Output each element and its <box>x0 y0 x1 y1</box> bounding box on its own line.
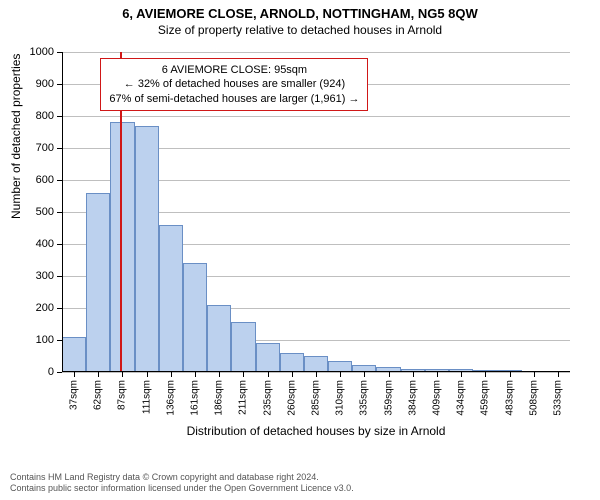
y-tick-label: 500 <box>14 206 54 218</box>
x-tick-mark <box>98 372 99 377</box>
histogram-bar <box>183 263 207 372</box>
x-tick-label: 335sqm <box>359 380 370 416</box>
y-tick-mark <box>57 244 62 245</box>
x-tick-mark <box>316 372 317 377</box>
y-tick-mark <box>57 212 62 213</box>
x-tick-mark <box>461 372 462 377</box>
y-tick-label: 1000 <box>14 46 54 58</box>
x-tick-mark <box>364 372 365 377</box>
x-tick-label: 409sqm <box>431 380 442 416</box>
x-tick-label: 533sqm <box>552 380 563 416</box>
y-tick-label: 900 <box>14 78 54 90</box>
histogram-bar <box>280 353 304 372</box>
x-tick-label: 359sqm <box>383 380 394 416</box>
x-tick-mark <box>340 372 341 377</box>
y-tick-mark <box>57 116 62 117</box>
x-tick-mark <box>243 372 244 377</box>
x-tick-mark <box>147 372 148 377</box>
histogram-bar <box>231 322 255 372</box>
x-tick-label: 87sqm <box>117 380 128 410</box>
x-tick-label: 459sqm <box>480 380 491 416</box>
x-tick-label: 310sqm <box>335 380 346 416</box>
x-tick-mark <box>292 372 293 377</box>
info-line-1: 6 AVIEMORE CLOSE: 95sqm <box>109 63 359 77</box>
x-tick-label: 62sqm <box>93 380 104 410</box>
y-tick-label: 0 <box>14 366 54 378</box>
footer-line-1: Contains HM Land Registry data © Crown c… <box>10 472 590 483</box>
x-tick-mark <box>195 372 196 377</box>
y-tick-mark <box>57 308 62 309</box>
x-tick-label: 111sqm <box>141 380 152 414</box>
histogram-bar <box>110 122 134 372</box>
x-tick-mark <box>122 372 123 377</box>
info-line-3: 67% of semi-detached houses are larger (… <box>109 92 359 106</box>
histogram-bar <box>86 193 110 372</box>
y-tick-label: 300 <box>14 270 54 282</box>
y-tick-label: 400 <box>14 238 54 250</box>
x-tick-mark <box>510 372 511 377</box>
histogram-bar <box>304 356 328 372</box>
y-tick-label: 800 <box>14 110 54 122</box>
y-tick-mark <box>57 84 62 85</box>
x-tick-mark <box>485 372 486 377</box>
page-title: 6, AVIEMORE CLOSE, ARNOLD, NOTTINGHAM, N… <box>0 0 600 21</box>
y-tick-label: 600 <box>14 174 54 186</box>
x-tick-mark <box>171 372 172 377</box>
y-tick-label: 700 <box>14 142 54 154</box>
x-tick-mark <box>268 372 269 377</box>
histogram-bar <box>207 305 231 372</box>
y-tick-label: 200 <box>14 302 54 314</box>
y-tick-label: 100 <box>14 334 54 346</box>
histogram-bar <box>159 225 183 372</box>
histogram-bar <box>328 361 352 372</box>
x-tick-label: 260sqm <box>286 380 297 416</box>
x-tick-label: 211sqm <box>238 380 249 415</box>
page-subtitle: Size of property relative to detached ho… <box>0 21 600 37</box>
histogram-bar <box>256 343 280 372</box>
x-tick-label: 136sqm <box>165 380 176 416</box>
x-tick-mark <box>413 372 414 377</box>
info-line-2: ← 32% of detached houses are smaller (92… <box>109 77 359 91</box>
x-tick-label: 235sqm <box>262 380 273 416</box>
x-tick-label: 384sqm <box>407 380 418 416</box>
y-tick-mark <box>57 180 62 181</box>
x-tick-label: 161sqm <box>190 380 201 416</box>
x-tick-mark <box>74 372 75 377</box>
x-tick-label: 508sqm <box>528 380 539 416</box>
x-tick-mark <box>558 372 559 377</box>
y-tick-mark <box>57 276 62 277</box>
y-tick-mark <box>57 372 62 373</box>
histogram-bar <box>62 337 86 372</box>
x-axis-label: Distribution of detached houses by size … <box>62 424 570 438</box>
histogram-bar <box>352 365 376 372</box>
histogram-chart: 6 AVIEMORE CLOSE: 95sqm ← 32% of detache… <box>62 52 570 372</box>
x-tick-mark <box>534 372 535 377</box>
y-tick-mark <box>57 148 62 149</box>
x-tick-mark <box>389 372 390 377</box>
x-tick-mark <box>437 372 438 377</box>
x-tick-label: 483sqm <box>504 380 515 416</box>
histogram-bar <box>135 126 159 372</box>
x-tick-label: 285sqm <box>311 380 322 416</box>
y-tick-mark <box>57 52 62 53</box>
info-box: 6 AVIEMORE CLOSE: 95sqm ← 32% of detache… <box>100 58 368 111</box>
x-tick-label: 37sqm <box>69 380 80 410</box>
footer-attribution: Contains HM Land Registry data © Crown c… <box>10 472 590 494</box>
x-tick-label: 186sqm <box>214 380 225 416</box>
x-tick-label: 434sqm <box>456 380 467 416</box>
footer-line-2: Contains public sector information licen… <box>10 483 590 494</box>
y-tick-mark <box>57 340 62 341</box>
x-tick-mark <box>219 372 220 377</box>
